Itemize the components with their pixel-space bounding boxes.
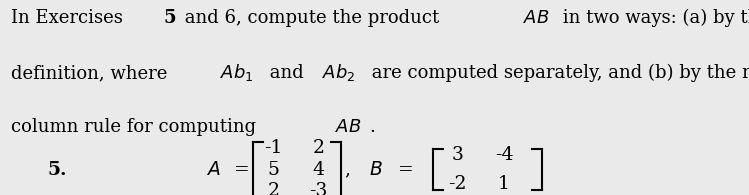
Text: $A$: $A$	[206, 161, 220, 179]
Text: column rule for computing: column rule for computing	[11, 118, 262, 136]
Text: 4: 4	[312, 161, 324, 179]
Text: $AB$: $AB$	[523, 9, 549, 27]
Text: 1: 1	[498, 175, 510, 193]
Text: .: .	[369, 118, 375, 136]
Text: $Ab_1$: $Ab_1$	[220, 62, 254, 83]
Text: 5: 5	[267, 161, 279, 179]
Text: in two ways: (a) by the: in two ways: (a) by the	[557, 9, 749, 27]
Text: 5: 5	[163, 9, 175, 27]
Text: 5.: 5.	[47, 161, 67, 179]
Text: -1: -1	[264, 139, 282, 157]
Text: 2: 2	[312, 139, 324, 157]
Text: are computed separately, and (b) by the row–: are computed separately, and (b) by the …	[366, 64, 749, 82]
Text: $B$: $B$	[369, 161, 383, 179]
Text: $AB$: $AB$	[335, 118, 362, 136]
Text: =: =	[234, 161, 250, 179]
Text: 2: 2	[267, 182, 279, 195]
Text: ,: ,	[345, 161, 351, 179]
Text: 3: 3	[452, 146, 464, 164]
Text: -2: -2	[449, 175, 467, 193]
Text: $Ab_2$: $Ab_2$	[323, 62, 356, 83]
Text: In Exercises: In Exercises	[11, 9, 129, 27]
Text: -3: -3	[309, 182, 327, 195]
Text: -4: -4	[495, 146, 513, 164]
Text: and: and	[264, 64, 309, 82]
Text: definition, where: definition, where	[11, 64, 173, 82]
Text: and 6, compute the product: and 6, compute the product	[179, 9, 446, 27]
Text: =: =	[398, 161, 413, 179]
